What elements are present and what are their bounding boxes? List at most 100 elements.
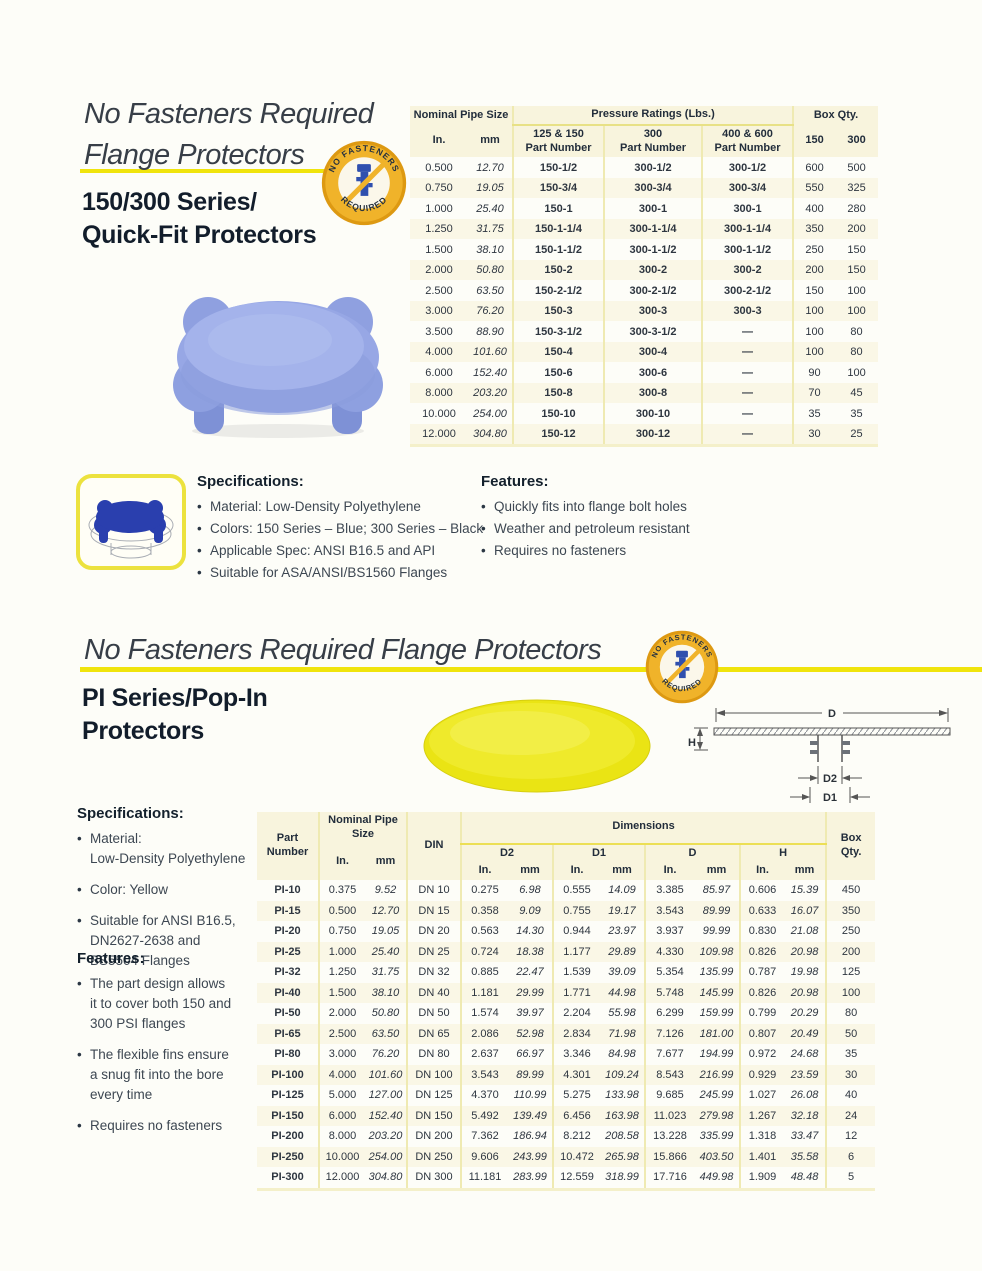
col-header-part-number: Part Number xyxy=(257,812,319,880)
table-cell: 12.000 xyxy=(410,423,468,448)
table-cell: 6 xyxy=(825,1146,876,1167)
table-cell: 300-3/4 xyxy=(603,177,702,199)
col-header-125-150: 125 & 150 Part Number xyxy=(512,124,604,158)
table-cell: 208.58 xyxy=(605,1130,639,1143)
table-cell: 35 xyxy=(850,407,863,420)
table-cell: 150-1-1/2 xyxy=(512,239,604,260)
table-cell: 31.75 xyxy=(371,966,400,979)
table-cell: 449.98 xyxy=(694,1167,740,1191)
table-cell: 66.97 xyxy=(516,1048,544,1061)
table-cell: 8.000 xyxy=(410,382,468,404)
table-cell: 300-1-1/4 xyxy=(700,218,794,240)
table-cell: PI-65 xyxy=(257,1023,319,1044)
table-cell: 13.228 xyxy=(644,1126,694,1147)
table-cell: 0.555 xyxy=(552,880,600,901)
table-cell: 23.97 xyxy=(608,925,636,938)
table-cell: 63.50 xyxy=(365,1023,407,1044)
table-cell: 20.98 xyxy=(784,941,827,962)
table-cell: 16.07 xyxy=(784,900,827,921)
dimension-diagram: D H D2 xyxy=(686,700,982,805)
bullet-item: Applicable Spec: ANSI B16.5 and API xyxy=(197,541,487,561)
table-cell: 3.385 xyxy=(644,880,694,901)
table-cell: 0.750 xyxy=(318,921,365,942)
table-cell: 0.929 xyxy=(739,1064,784,1085)
table-row: PI-32 1.250 31.75 DN 32 0.885 22.47 1.539 39.09… xyxy=(257,962,876,983)
table-cell: 10.000 xyxy=(422,407,456,420)
col-header-mm: mm xyxy=(365,843,407,880)
table-cell: 1.000 xyxy=(318,941,365,962)
table-cell: 71.98 xyxy=(600,1023,645,1044)
table-cell: 194.99 xyxy=(699,1048,734,1061)
table-cell: 25.40 xyxy=(476,202,504,215)
table-cell: 3.000 xyxy=(318,1044,365,1065)
table-cell: 63.50 xyxy=(476,284,504,297)
table-cell: 2.834 xyxy=(552,1023,600,1044)
table-cell: 9.09 xyxy=(508,900,553,921)
table-row: 2.500 63.50 150-2-1/2 300-2-1/2 300-2-1/2 150… xyxy=(410,280,878,301)
table-cell: 1.318 xyxy=(739,1126,784,1147)
table-cell: 203.20 xyxy=(368,1130,403,1143)
table-cell: 216.99 xyxy=(694,1064,740,1085)
table-cell: 12.559 xyxy=(552,1167,600,1191)
table-row: 6.000 152.40 150-6 300-6—90 100 xyxy=(410,362,878,383)
table-cell: 135.99 xyxy=(699,966,734,979)
table-cell: 20.29 xyxy=(790,1007,819,1020)
col-header-dimensions: Dimensions xyxy=(459,812,827,845)
table-row: PI-300 12.000 304.80 DN 300 11.181 283.99 12.5… xyxy=(257,1167,876,1191)
bullet-item: Suitable for ASA/ANSI/BS1560 Flanges xyxy=(197,563,487,583)
table-cell: 150-1-1/4 xyxy=(512,218,604,240)
table-cell: 0.358 xyxy=(460,900,508,921)
table-cell: 250 xyxy=(825,921,876,942)
table-cell: 12.70 xyxy=(476,161,504,174)
table-row: PI-200 8.000 203.20 DN 200 7.362 186.94 8.212 2… xyxy=(257,1126,876,1147)
table-row: PI-80 3.000 76.20 DN 80 2.637 66.97 3.346 84.98… xyxy=(257,1044,876,1065)
svg-text:H: H xyxy=(688,737,696,749)
col-header-h: H xyxy=(738,843,827,863)
table-cell: 0.972 xyxy=(739,1044,784,1065)
table-cell: 7.677 xyxy=(644,1044,694,1065)
col-header-nominal: Nominal Pipe Size xyxy=(410,106,513,125)
table-cell: PI-200 xyxy=(271,1130,304,1143)
table-cell: 0.633 xyxy=(739,900,784,921)
table-cell: 24.68 xyxy=(790,1048,819,1061)
table-cell: DN 20 xyxy=(406,921,461,942)
table-cell: 25.40 xyxy=(365,941,407,962)
table-cell: 10.000 xyxy=(318,1146,365,1167)
table-cell: 0.500 xyxy=(425,161,453,174)
table-cell: 300-3 xyxy=(603,300,702,322)
table-cell: 35.58 xyxy=(784,1146,827,1167)
table-cell: 3.500 xyxy=(425,325,453,338)
section2-subtitle: PI Series/Pop-In Protectors xyxy=(82,684,268,745)
section2-title: No Fasteners Required Flange Protectors xyxy=(84,634,602,666)
table-cell: 14.30 xyxy=(516,925,544,938)
col-header-in: In. xyxy=(318,843,365,880)
col-header-in: In. xyxy=(644,862,694,880)
table-cell: 52.98 xyxy=(508,1023,553,1044)
table-cell: PI-32 xyxy=(274,966,301,979)
table-cell: 2.500 xyxy=(318,1023,365,1044)
table-cell: 5.000 xyxy=(318,1085,365,1106)
table-cell: 19.17 xyxy=(600,900,645,921)
table-cell: 100 xyxy=(792,341,836,363)
table-cell: 12.000 xyxy=(318,1167,365,1191)
table-cell: 38.10 xyxy=(365,982,407,1003)
table-cell: 109.98 xyxy=(694,941,740,962)
table-cell: 6.000 xyxy=(425,366,453,379)
features-list: Quickly fits into flange bolt holesWeath… xyxy=(481,497,801,561)
table-cell: 150-8 xyxy=(512,382,604,404)
table-cell: 0.755 xyxy=(552,900,600,921)
table-cell: PI-300 xyxy=(257,1167,319,1191)
table-cell: 0.807 xyxy=(739,1023,784,1044)
table-cell: 350 xyxy=(792,218,836,240)
table-row: 3.500 88.90 150-3-1/2 300-3-1/2—100 80 xyxy=(410,321,878,342)
table-cell: 400 xyxy=(792,198,836,219)
table-row: 4.000 101.60 150-4 300-4—100 80 xyxy=(410,341,879,363)
table-cell: 5.492 xyxy=(460,1105,508,1126)
col-header-d: D xyxy=(644,843,740,863)
table-cell: 150-10 xyxy=(512,403,604,424)
table-cell: 3.543 xyxy=(644,900,694,921)
table-cell: 450 xyxy=(825,880,876,901)
table-cell: 0.606 xyxy=(739,880,784,901)
table-cell: 9.52 xyxy=(374,884,397,897)
